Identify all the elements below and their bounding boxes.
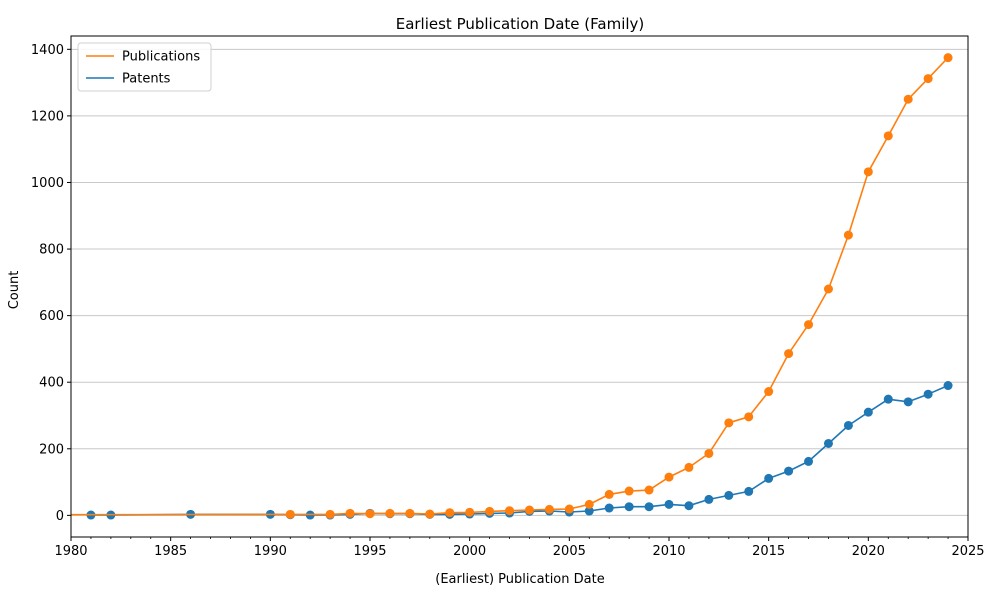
y-tick-label: 400 xyxy=(39,376,64,391)
series-line xyxy=(91,386,948,516)
gridlines xyxy=(71,49,968,515)
data-point xyxy=(784,349,793,358)
x-tick-label: 2010 xyxy=(652,544,685,559)
x-axis-label: (Earliest) Publication Date xyxy=(435,572,604,587)
data-point xyxy=(665,473,674,482)
y-tick-label: 1200 xyxy=(31,109,64,124)
x-tick-label: 2005 xyxy=(553,544,586,559)
y-tick-label: 0 xyxy=(56,509,64,524)
data-point xyxy=(565,505,574,514)
data-point xyxy=(405,509,414,518)
data-point xyxy=(844,231,853,240)
y-tick-label: 200 xyxy=(39,442,64,457)
data-point xyxy=(744,412,753,421)
series-patents xyxy=(86,381,952,519)
data-point xyxy=(684,501,693,510)
legend: Publications Patents xyxy=(78,43,211,91)
x-axis-ticks: 1980 1985 1990 1995 2000 2005 2010 2015 2020 2025 xyxy=(54,537,984,559)
data-point xyxy=(545,505,554,514)
data-point xyxy=(784,467,793,476)
data-point xyxy=(645,502,654,511)
data-point xyxy=(425,510,434,519)
y-tick-label: 800 xyxy=(39,243,64,258)
data-point xyxy=(704,449,713,458)
data-point xyxy=(924,390,933,399)
data-point xyxy=(605,490,614,499)
data-point xyxy=(824,439,833,448)
data-point xyxy=(585,500,594,509)
data-point xyxy=(645,486,654,495)
data-point xyxy=(864,167,873,176)
data-point xyxy=(824,284,833,293)
data-point xyxy=(485,507,494,516)
data-point xyxy=(924,74,933,83)
data-point xyxy=(605,504,614,513)
plot-frame xyxy=(71,36,968,537)
chart-title: Earliest Publication Date (Family) xyxy=(396,15,645,33)
data-point xyxy=(684,463,693,472)
data-point xyxy=(904,397,913,406)
data-point xyxy=(864,408,873,417)
legend-label: Publications xyxy=(122,50,200,65)
data-point xyxy=(445,508,454,517)
data-point xyxy=(724,491,733,500)
x-tick-label: 2015 xyxy=(752,544,785,559)
data-point xyxy=(884,131,893,140)
data-point xyxy=(346,509,355,518)
data-point xyxy=(665,500,674,509)
data-point xyxy=(944,53,953,62)
series-line xyxy=(71,58,948,515)
data-point xyxy=(904,95,913,104)
x-tick-label: 1985 xyxy=(154,544,187,559)
x-tick-label: 2025 xyxy=(951,544,984,559)
data-point xyxy=(764,474,773,483)
data-point xyxy=(465,508,474,517)
y-axis-ticks: 0 200 400 600 800 1000 1200 1400 xyxy=(31,43,71,524)
data-point xyxy=(625,487,634,496)
x-tick-label: 1980 xyxy=(54,544,87,559)
data-point xyxy=(525,506,534,515)
data-point xyxy=(286,510,295,519)
data-point xyxy=(385,509,394,518)
data-point xyxy=(744,487,753,496)
data-point xyxy=(944,381,953,390)
y-tick-label: 600 xyxy=(39,309,64,324)
x-tick-label: 2000 xyxy=(453,544,486,559)
data-point xyxy=(704,495,713,504)
data-point xyxy=(724,418,733,427)
x-tick-label: 2020 xyxy=(852,544,885,559)
data-point xyxy=(764,387,773,396)
data-point xyxy=(804,457,813,466)
legend-label: Patents xyxy=(122,72,171,87)
data-point xyxy=(326,510,335,519)
y-tick-label: 1000 xyxy=(31,176,64,191)
data-point xyxy=(844,421,853,430)
x-tick-label: 1995 xyxy=(353,544,386,559)
y-tick-label: 1400 xyxy=(31,43,64,58)
y-axis-label: Count xyxy=(7,271,22,310)
x-tick-label: 1990 xyxy=(254,544,287,559)
data-point xyxy=(884,395,893,404)
data-point xyxy=(366,509,375,518)
data-point xyxy=(505,506,514,515)
data-point xyxy=(804,320,813,329)
series-layer xyxy=(71,53,953,519)
data-point xyxy=(625,502,634,511)
